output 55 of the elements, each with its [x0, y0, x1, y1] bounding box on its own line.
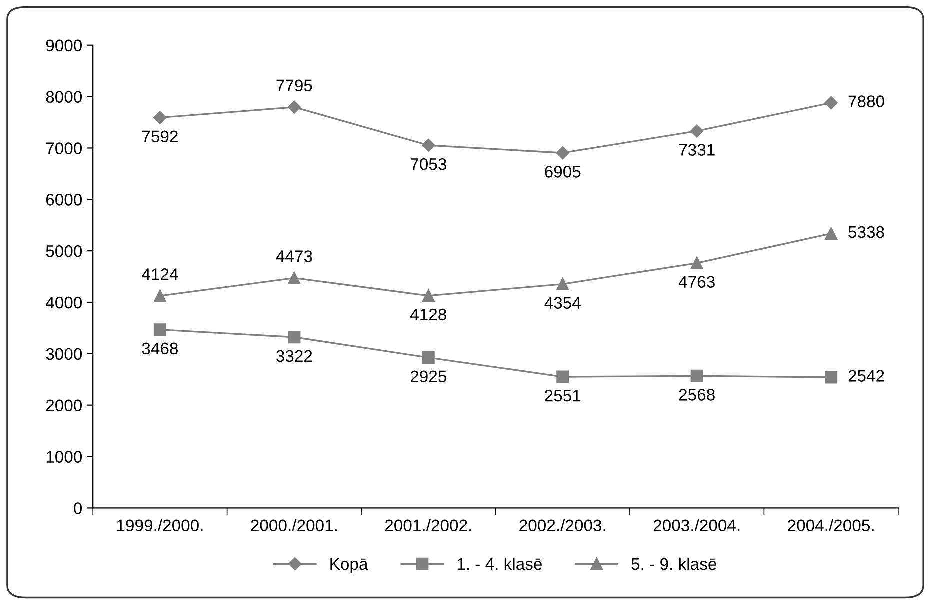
point: [422, 138, 436, 152]
point: [690, 370, 704, 382]
y-tick-label: 2000: [46, 400, 82, 412]
legend-label: Kopā: [330, 558, 368, 574]
data-label: 7795: [276, 80, 312, 92]
data-label: 4473: [276, 250, 312, 262]
y-tick-label: 4000: [46, 296, 82, 309]
x-tick-label: 2003./2004.: [654, 519, 740, 532]
y-tick-label: 8000: [46, 91, 82, 104]
data-label: 4763: [678, 276, 715, 288]
y-tick-label: 9000: [46, 40, 82, 52]
y-tick-label: 0: [74, 502, 82, 514]
x-tick-label: 2004./2005.: [788, 519, 874, 532]
data-label: 3468: [142, 342, 178, 355]
point: [556, 370, 570, 384]
data-label: 3322: [276, 350, 312, 362]
y-tick-label: 6000: [46, 194, 82, 206]
point: [690, 257, 704, 270]
point: [422, 290, 435, 302]
point: [824, 96, 838, 110]
point: [288, 100, 302, 114]
data-label: 2542: [848, 370, 884, 382]
data-label: 4354: [544, 297, 581, 310]
x-tick-label: 2001./2002.: [385, 519, 472, 532]
data-label: 2568: [679, 389, 715, 401]
data-label: 2925: [410, 370, 446, 383]
point: [825, 371, 838, 384]
x-tick-label: 2000./2001.: [251, 519, 337, 532]
x-tick-label: 1999./2000.: [117, 519, 203, 532]
data-label: 7880: [848, 96, 884, 108]
point: [422, 352, 435, 364]
data-label: 7331: [679, 144, 715, 156]
data-label: 5338: [848, 226, 884, 238]
point: [288, 272, 301, 284]
legend-label: 1. - 4. klasē: [458, 558, 542, 570]
y-tick-label: 7000: [46, 142, 82, 154]
data-label: 2551: [545, 390, 581, 402]
y-tick-label: 3000: [46, 348, 82, 360]
point: [154, 290, 166, 302]
y-tick-label: 1000: [46, 451, 82, 463]
point: [556, 278, 570, 291]
data-label: 4124: [142, 268, 178, 280]
legend-label: 5. - 9. klasē: [632, 558, 716, 570]
y-tick-label: 5000: [46, 245, 82, 258]
point: [556, 146, 570, 160]
point: [154, 111, 167, 124]
point: [288, 331, 301, 344]
point: [690, 124, 704, 138]
point: [154, 324, 166, 336]
x-tick-label: 2002./2003.: [520, 519, 606, 532]
point: [825, 227, 838, 240]
data-label: 7053: [410, 158, 446, 170]
data-label: 6905: [545, 166, 581, 178]
data-label: 4128: [410, 308, 446, 321]
data-label: 7592: [142, 130, 178, 143]
